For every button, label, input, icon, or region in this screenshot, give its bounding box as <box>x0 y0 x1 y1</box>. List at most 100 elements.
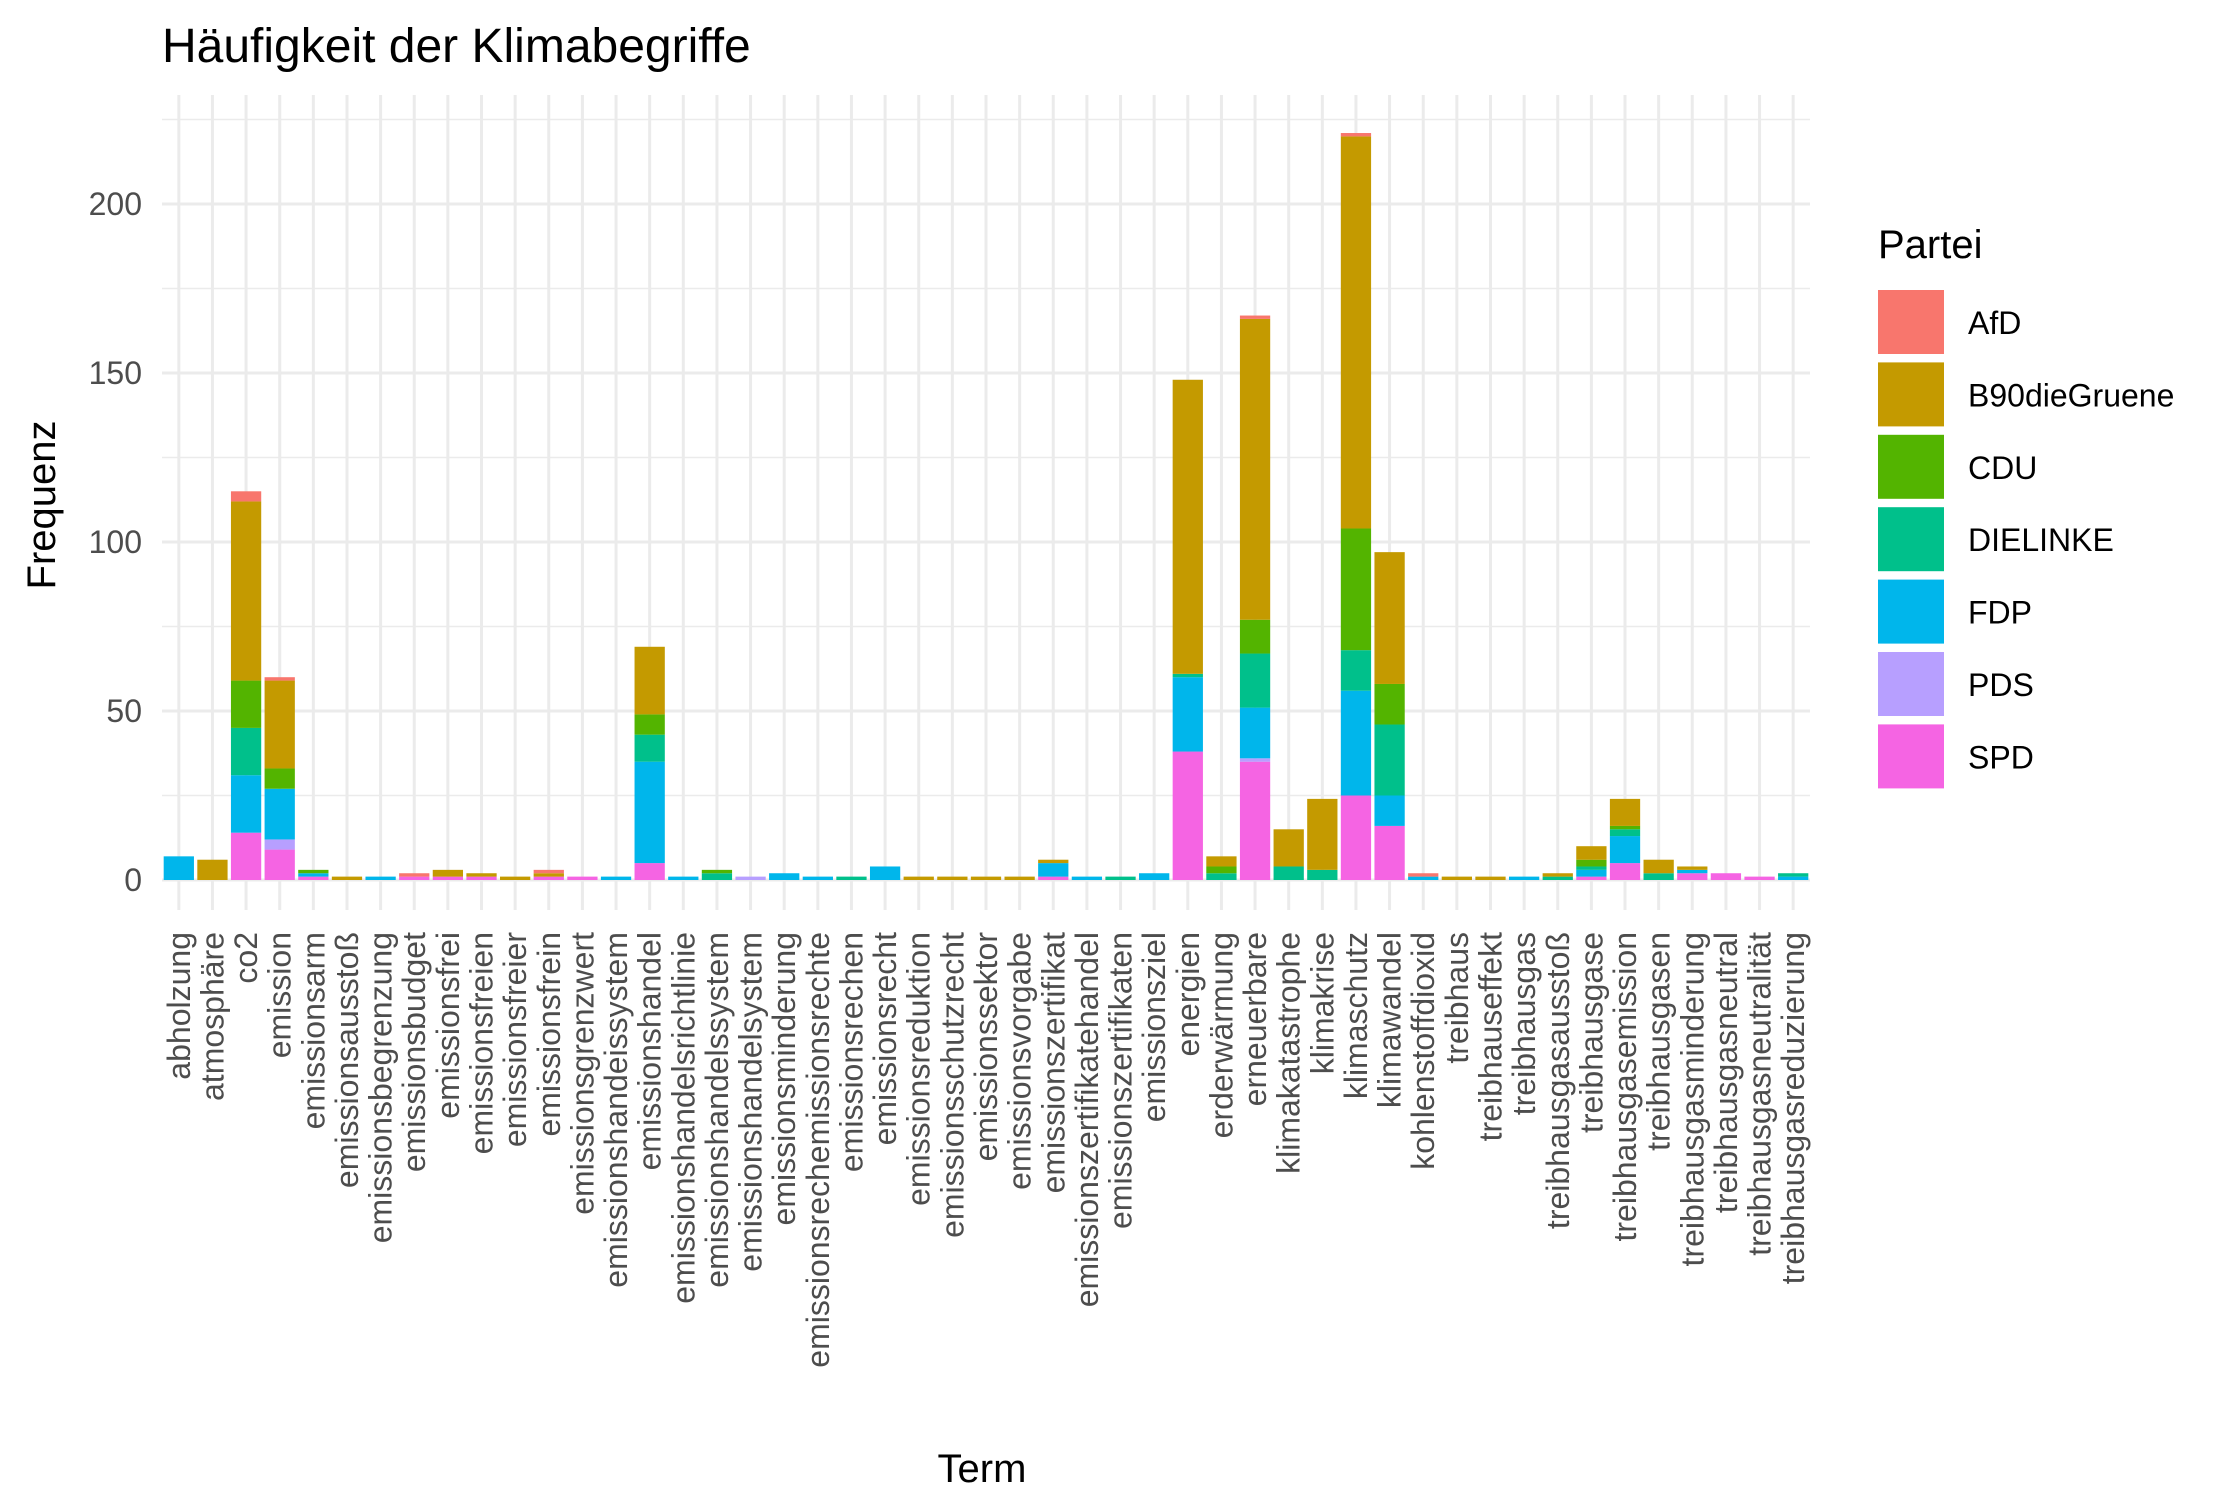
y-tick-label: 0 <box>124 862 142 898</box>
bar-segment-DIELINKE <box>634 734 665 762</box>
x-tick-label: emissionsziel <box>1136 932 1172 1122</box>
bar-segment-DIELINKE <box>1273 866 1304 880</box>
bar-segment-PDS <box>264 839 295 850</box>
bar-segment-DIELINKE <box>230 727 262 776</box>
bar-segment-FDP <box>1508 876 1540 880</box>
bar-segment-SPD <box>432 876 464 880</box>
bar-segment-FDP <box>230 775 262 833</box>
x-tick-label: emissionshandel <box>632 932 668 1170</box>
bar-segment-DIELINKE <box>1105 876 1136 880</box>
bar-segment-DIELINKE <box>1542 876 1573 880</box>
bar-segment-B90dieGruene <box>1374 552 1405 684</box>
legend-label-SPD: SPD <box>1968 739 2034 775</box>
x-axis-ticks: abholzungatmosphäreco2emissionemissionsa… <box>161 932 1811 1368</box>
bar-segment-B90dieGruene <box>1038 859 1069 864</box>
bar-segment-FDP <box>1374 795 1405 826</box>
x-tick-label: kohlenstoffdioxid <box>1405 932 1441 1170</box>
bar-segment-B90dieGruene <box>970 876 1002 880</box>
bar-segment-B90dieGruene <box>1677 866 1708 870</box>
bar-segment-B90dieGruene <box>1576 846 1607 860</box>
bar-segment-FDP <box>1677 869 1708 874</box>
x-tick-label: emissionszertifikaten <box>1103 932 1139 1229</box>
x-tick-label: emissionsvorgabe <box>1002 932 1038 1190</box>
bar-segment-B90dieGruene <box>1004 876 1035 880</box>
bar-segment-FDP <box>600 876 632 880</box>
x-tick-label: emissionsarm <box>295 932 331 1129</box>
bar-segment-B90dieGruene <box>903 876 934 880</box>
bar-segment-B90dieGruene <box>1239 318 1271 620</box>
legend-label-CDU: CDU <box>1968 450 2037 486</box>
bar-segment-DIELINKE <box>1206 873 1237 880</box>
x-tick-label: treibhausgasneutralität <box>1742 932 1778 1256</box>
bar-segment-FDP <box>1340 690 1372 796</box>
bar-segment-AfD <box>533 869 564 874</box>
bar-segment-B90dieGruene <box>1172 379 1203 674</box>
bar-segment-CDU <box>298 869 329 874</box>
y-tick-label: 200 <box>89 186 142 222</box>
bar-segment-B90dieGruene <box>1643 859 1674 874</box>
bar-segment-CDU <box>1340 528 1372 651</box>
x-tick-label: atmosphäre <box>194 932 230 1101</box>
bar-segment-CDU <box>1374 683 1405 725</box>
bar-segment-PDS <box>1239 758 1271 762</box>
bar-segment-SPD <box>634 863 665 880</box>
bar-segment-FDP <box>1038 863 1069 877</box>
x-tick-label: erneuerbare <box>1237 932 1273 1106</box>
bar-segment-CDU <box>701 869 733 874</box>
bar-segment-SPD <box>1038 876 1069 880</box>
legend-key-SPD <box>1878 724 1944 789</box>
bar-segment-B90dieGruene <box>1206 856 1237 867</box>
bar-segment-FDP <box>1609 836 1641 864</box>
x-tick-label: energien <box>1170 932 1206 1057</box>
x-tick-label: emissionsfrei <box>430 932 466 1119</box>
x-tick-label: emissionsminderung <box>766 932 802 1225</box>
x-tick-label: emissionshandeissystem <box>598 932 634 1288</box>
bar-segment-B90dieGruene <box>1475 876 1506 880</box>
x-tick-label: emissionsbegrenzung <box>363 932 399 1243</box>
legend-label-DIELINKE: DIELINKE <box>1968 522 2114 558</box>
x-tick-label: emissionsausstoß <box>329 932 365 1188</box>
x-tick-label: emissionshandelssystem <box>699 932 735 1288</box>
x-tick-label: emissionszertifikat <box>1035 932 1071 1194</box>
bar-segment-DIELINKE <box>1643 873 1674 880</box>
x-tick-label: emissionsgrenzwert <box>564 932 600 1215</box>
x-tick-label: treibhausgasemission <box>1607 932 1643 1242</box>
bar-segment-FDP <box>668 876 699 880</box>
bar-segment-FDP <box>1239 707 1271 759</box>
bar-segment-FDP <box>264 788 295 840</box>
bar-segment-SPD <box>1744 876 1775 880</box>
bar-segment-FDP <box>869 866 901 880</box>
bar-segment-AfD <box>399 873 430 877</box>
bar-segment-FDP <box>163 856 194 880</box>
x-tick-label: treibhausgasminderung <box>1674 932 1710 1266</box>
x-tick-label: emissionsfrein <box>531 932 567 1137</box>
bar-segment-B90dieGruene <box>432 869 464 877</box>
x-tick-label: treibhausgasreduzierung <box>1775 932 1811 1284</box>
x-tick-label: treibhausgas <box>1506 932 1542 1115</box>
bar-segment-B90dieGruene <box>264 680 295 769</box>
bar-segment-CDU <box>634 714 665 735</box>
y-axis-ticks: 0 50 100 150 200 <box>89 186 142 898</box>
bar-segment-CDU <box>1609 825 1641 830</box>
x-tick-label: emission <box>262 932 298 1058</box>
bar-segment-FDP <box>1172 677 1203 752</box>
bar-segment-AfD <box>1340 133 1372 137</box>
x-tick-label: emissionssektor <box>968 932 1004 1162</box>
legend-key-FDP <box>1878 579 1944 644</box>
x-tick-label: klimakrise <box>1304 932 1340 1074</box>
bar-segment-CDU <box>230 680 262 728</box>
bar-segment-B90dieGruene <box>1609 798 1641 826</box>
legend-label-AfD: AfD <box>1968 305 2021 341</box>
bar-segment-SPD <box>1609 863 1641 880</box>
bar-segment-SPD <box>1374 825 1405 880</box>
bar-segment-SPD <box>1239 761 1271 880</box>
x-tick-label: treibhausgasausstoß <box>1540 932 1576 1229</box>
legend-key-AfD <box>1878 290 1944 354</box>
x-tick-label: erderwärmung <box>1203 932 1239 1138</box>
legend-label-FDP: FDP <box>1968 595 2032 631</box>
bar-segment-FDP <box>634 761 665 864</box>
bar-segment-FDP <box>802 876 833 880</box>
grid <box>162 95 1810 910</box>
bar-segment-DIELINKE <box>701 873 733 880</box>
